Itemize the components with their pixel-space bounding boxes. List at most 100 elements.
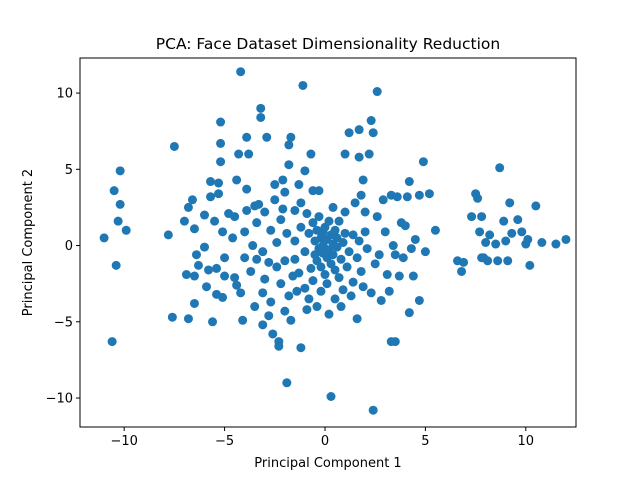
data-point xyxy=(354,125,364,135)
data-point xyxy=(230,212,240,222)
data-point xyxy=(260,207,270,217)
data-point xyxy=(191,250,201,260)
data-point xyxy=(268,329,278,339)
data-point xyxy=(517,227,527,237)
data-point xyxy=(220,253,230,263)
data-point xyxy=(290,236,300,246)
data-point xyxy=(420,247,430,257)
data-point xyxy=(475,227,485,237)
data-point xyxy=(266,225,276,235)
data-point xyxy=(336,254,346,264)
data-point xyxy=(360,207,370,217)
data-point xyxy=(216,117,226,127)
data-point xyxy=(314,186,324,196)
data-point xyxy=(200,210,209,220)
data-point xyxy=(334,216,344,226)
data-point xyxy=(352,314,362,324)
data-point xyxy=(418,157,428,167)
data-point xyxy=(324,216,334,226)
data-point xyxy=(430,225,440,235)
data-point xyxy=(300,247,310,257)
y-tick-label: 0 xyxy=(65,239,73,254)
data-point xyxy=(258,320,268,330)
data-point xyxy=(495,163,505,173)
data-point xyxy=(300,166,310,176)
data-point xyxy=(258,247,268,257)
data-point xyxy=(109,186,119,196)
data-point xyxy=(218,227,228,237)
data-point xyxy=(340,207,350,217)
data-point xyxy=(366,288,376,298)
data-point xyxy=(230,273,240,283)
data-point xyxy=(330,265,340,275)
data-point xyxy=(316,262,326,272)
data-point xyxy=(260,274,270,284)
data-point xyxy=(402,192,412,202)
data-point xyxy=(457,266,467,276)
data-point xyxy=(264,311,274,321)
data-point xyxy=(187,195,197,205)
data-point xyxy=(282,378,292,388)
data-point xyxy=(242,184,252,194)
data-point xyxy=(167,312,177,322)
data-point xyxy=(410,234,420,244)
data-point xyxy=(414,295,424,305)
data-point xyxy=(276,215,286,225)
data-point xyxy=(208,317,218,327)
data-point xyxy=(274,341,284,351)
data-point xyxy=(286,315,296,325)
data-point xyxy=(244,149,254,159)
data-point xyxy=(404,308,414,318)
data-point xyxy=(306,149,316,159)
data-point xyxy=(250,302,260,312)
data-point xyxy=(358,282,368,292)
data-point xyxy=(189,271,199,281)
data-point xyxy=(210,216,220,226)
chart-title: PCA: Face Dataset Dimensionality Reducti… xyxy=(156,35,500,53)
data-point xyxy=(336,302,346,312)
data-point xyxy=(115,199,125,209)
data-point xyxy=(306,263,316,273)
data-point xyxy=(338,238,348,247)
data-point xyxy=(481,238,491,247)
data-point xyxy=(236,67,246,77)
data-point xyxy=(304,294,314,304)
data-point xyxy=(276,279,286,289)
data-point xyxy=(296,343,306,353)
data-point xyxy=(501,236,511,246)
data-point xyxy=(234,149,244,159)
data-point xyxy=(390,250,400,260)
data-point xyxy=(392,192,402,202)
data-point xyxy=(256,103,266,113)
data-point xyxy=(284,160,294,170)
data-point xyxy=(272,262,282,272)
data-point xyxy=(390,337,400,347)
x-tick-label: 0 xyxy=(321,434,329,449)
data-point xyxy=(183,314,193,324)
data-point xyxy=(252,218,262,228)
data-point xyxy=(328,250,338,260)
data-point xyxy=(202,282,212,292)
data-point xyxy=(404,177,414,187)
data-point xyxy=(378,195,388,205)
data-point xyxy=(242,132,252,142)
data-point xyxy=(302,209,312,219)
data-point xyxy=(290,254,300,264)
data-point xyxy=(302,305,312,315)
data-point xyxy=(358,175,368,185)
data-point xyxy=(179,216,189,226)
data-point xyxy=(340,149,350,159)
data-point xyxy=(246,266,256,276)
data-point xyxy=(507,228,517,238)
data-point xyxy=(424,189,434,199)
data-point xyxy=(368,405,378,415)
data-point xyxy=(183,202,193,212)
data-point xyxy=(214,178,224,188)
data-point xyxy=(483,256,493,266)
data-point xyxy=(364,149,374,159)
data-point xyxy=(107,337,117,347)
data-point xyxy=(344,128,354,138)
data-point xyxy=(212,289,222,299)
data-point xyxy=(330,294,340,304)
x-tick-label: −10 xyxy=(110,434,137,449)
